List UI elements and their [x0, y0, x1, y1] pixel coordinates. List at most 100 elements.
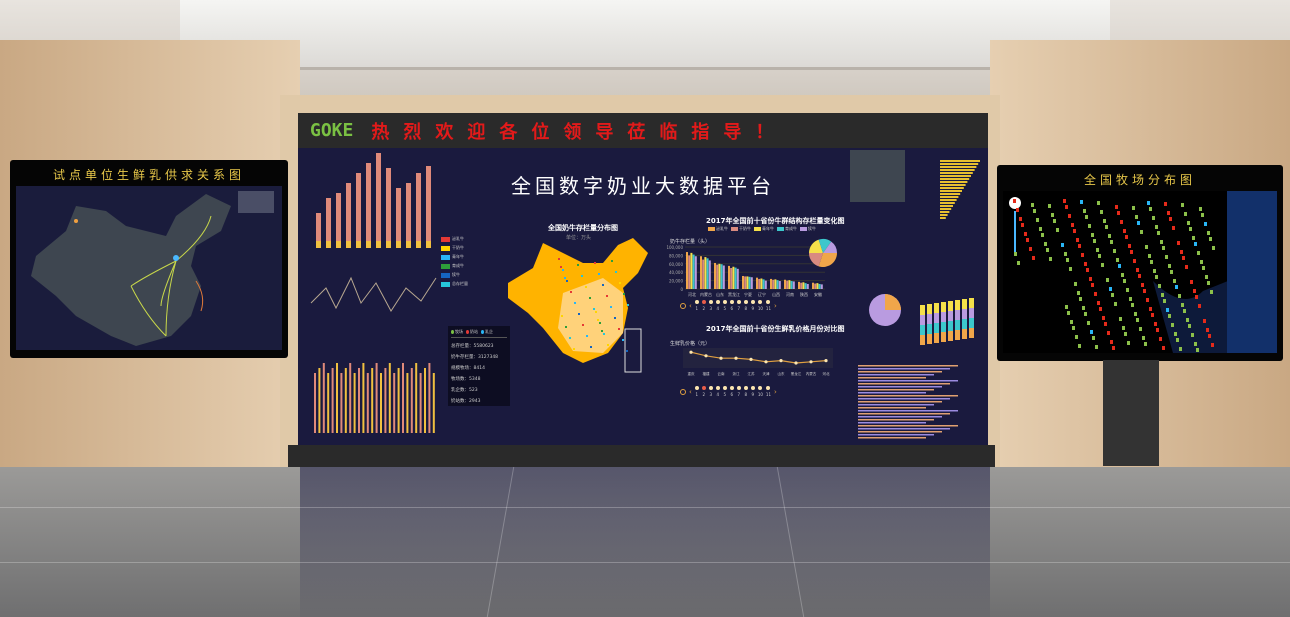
page-dot[interactable]: 6: [729, 300, 734, 311]
bar-pagination[interactable]: ‹ 1 2 3 4 5 6 7 8 9 10 11 ›: [680, 300, 777, 311]
page-dot-marker: [715, 300, 720, 304]
decor-bar: [366, 163, 371, 248]
decor-bar: [406, 241, 411, 248]
farm-marker: [1110, 240, 1113, 244]
farm-marker: [1191, 333, 1194, 337]
decor-hbar: [940, 205, 953, 207]
farm-marker: [1026, 238, 1029, 242]
map-marker: [615, 271, 617, 273]
page-dot[interactable]: 6: [729, 386, 734, 397]
data-point: [734, 356, 738, 360]
bar: [716, 264, 719, 289]
data-point: [764, 360, 768, 364]
reset-button[interactable]: [680, 388, 686, 395]
zoom-slider[interactable]: [1014, 211, 1016, 256]
page-dot[interactable]: 7: [736, 386, 741, 397]
page-dot[interactable]: 2: [701, 386, 706, 397]
page-dot[interactable]: 1: [694, 386, 699, 397]
page-dot[interactable]: 4: [715, 300, 720, 311]
page-dot[interactable]: 5: [722, 300, 727, 311]
page-dot[interactable]: 3: [708, 300, 713, 311]
page-dot[interactable]: 11: [766, 300, 771, 311]
page-dot[interactable]: 9: [750, 386, 755, 397]
supply-point: [74, 219, 78, 223]
right-side-charts: [850, 150, 980, 439]
decor-bar: [376, 241, 381, 248]
farm-marker: [1122, 326, 1125, 330]
page-dot[interactable]: 3: [708, 386, 713, 397]
decor-bar: [426, 166, 431, 248]
x-tick-label: 内蒙古: [806, 371, 817, 376]
decor-hbar: [858, 404, 934, 406]
farm-list-panel[interactable]: [1227, 191, 1277, 353]
farm-marker: [1071, 223, 1074, 227]
decor-hbar: [858, 377, 926, 379]
decor-hbar: [858, 395, 958, 397]
next-arrow-icon[interactable]: ›: [774, 301, 777, 310]
decor-stack-bar: [948, 321, 953, 331]
page-dot[interactable]: 11: [766, 386, 771, 397]
farm-marker: [1029, 247, 1032, 251]
map-marker: [614, 317, 616, 319]
bar: [746, 276, 749, 289]
line-ylabel: 生鲜乳价格（元）: [670, 341, 711, 347]
farm-marker: [1126, 288, 1129, 292]
page-dot[interactable]: 4: [715, 386, 720, 397]
decor-hbar: [858, 368, 950, 370]
map-marker: [577, 264, 579, 266]
page-dot[interactable]: 1: [694, 300, 699, 311]
stats-legend-item: 牧场: [451, 329, 463, 335]
page-dot[interactable]: 2: [701, 300, 706, 311]
farm-marker: [1135, 215, 1138, 219]
decor-stack-bar: [941, 302, 946, 312]
farm-marker: [1105, 225, 1108, 229]
map-marker: [562, 269, 564, 271]
page-dot[interactable]: 8: [743, 386, 748, 397]
farm-marker: [1128, 244, 1131, 248]
page-dot-marker: [766, 386, 771, 390]
page-number: 8: [744, 392, 748, 397]
page-dot-marker: [750, 386, 755, 390]
data-point: [749, 357, 753, 361]
farm-marker: [1070, 320, 1073, 324]
decor-hbar: [940, 160, 980, 162]
decor-stack-bar: [969, 308, 974, 318]
legend-swatch: [441, 281, 450, 287]
page-dot-marker: [758, 386, 763, 390]
line-chart: 重庆 福建 云南 浙江 江苏 天津 山东 黑龙江 内蒙古 河北: [683, 348, 833, 376]
decor-bar: [336, 363, 338, 433]
farm-marker: [1082, 306, 1085, 310]
next-arrow-icon[interactable]: ›: [774, 387, 777, 396]
farm-marker: [1167, 211, 1170, 215]
farm-marker: [1163, 299, 1166, 303]
page-dot[interactable]: 10: [758, 300, 763, 311]
decor-stack-bar: [927, 334, 932, 344]
decor-hbar: [940, 208, 952, 210]
decor-hbar: [940, 196, 959, 198]
line-pagination[interactable]: ‹ 1 2 3 4 5 6 7 8 9 10 11 ›: [680, 386, 777, 397]
prev-arrow-icon[interactable]: ‹: [689, 301, 692, 310]
prev-arrow-icon[interactable]: ‹: [689, 387, 692, 396]
farm-marker: [1081, 253, 1084, 257]
farm-marker: [1208, 334, 1211, 338]
reset-button[interactable]: [680, 302, 686, 309]
page-dot-marker: [694, 386, 699, 390]
page-dot[interactable]: 7: [736, 300, 741, 311]
farm-marker: [1110, 340, 1113, 344]
page-dot[interactable]: 8: [743, 300, 748, 311]
bar: [692, 254, 695, 289]
farm-marker: [1066, 258, 1069, 262]
farm-marker: [1178, 294, 1181, 298]
page-dot[interactable]: 9: [750, 300, 755, 311]
page-dot[interactable]: 10: [758, 386, 763, 397]
farm-marker: [1108, 234, 1111, 238]
decor-bar: [428, 363, 431, 433]
page-number: 7: [737, 392, 741, 397]
decor-hbar: [858, 431, 942, 433]
farm-marker: [1149, 207, 1152, 211]
stat-item: 总存栏量：5580623: [451, 344, 494, 349]
page-dot[interactable]: 5: [722, 386, 727, 397]
farm-marker: [1104, 322, 1107, 326]
farm-marker: [1113, 249, 1116, 253]
bar: [772, 279, 775, 289]
